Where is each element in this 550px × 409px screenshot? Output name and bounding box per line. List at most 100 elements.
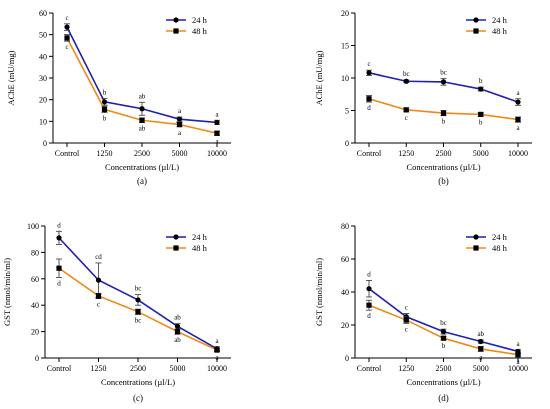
y-tick-label: 20 [31, 328, 39, 337]
data-point [56, 235, 62, 241]
y-tick-label: 40 [341, 288, 349, 297]
legend-label: 48 h [492, 26, 508, 36]
significance-letter: b [103, 115, 107, 123]
x-axis-label: Concentrations (µl/L) [406, 377, 480, 387]
x-tick-label: 5000 [473, 364, 489, 373]
x-axis-label: Concentrations (µl/L) [406, 162, 480, 172]
significance-letter: c [65, 43, 68, 51]
significance-letter: ab [174, 336, 181, 344]
data-point [478, 86, 484, 92]
data-point [135, 309, 141, 315]
significance-letter: ab [174, 314, 181, 322]
y-tick-label: 15 [341, 42, 349, 51]
significance-letter: b [479, 77, 483, 85]
data-point [403, 107, 409, 113]
data-point [139, 117, 145, 123]
significance-letter: bc [440, 319, 447, 327]
significance-letter: a [516, 358, 520, 366]
legend-marker [173, 17, 179, 23]
significance-letter: b [479, 118, 483, 126]
legend-marker [173, 28, 179, 34]
data-point [174, 323, 181, 329]
data-point [440, 335, 447, 341]
significance-letter: d [367, 312, 371, 320]
x-tick-label: 1250 [97, 149, 113, 158]
y-tick-label: 40 [39, 52, 47, 61]
significance-letter: a [178, 129, 182, 137]
data-point [64, 24, 70, 30]
x-tick-label: 1250 [398, 149, 414, 158]
legend-label: 48 h [492, 243, 508, 253]
legend-marker [173, 245, 179, 251]
x-tick-label: 5000 [473, 149, 489, 158]
data-point [56, 265, 62, 271]
x-tick-label: 2500 [436, 149, 452, 158]
legend-marker [473, 28, 479, 34]
x-tick-label: Control [357, 149, 382, 158]
data-point [214, 130, 220, 136]
significance-letter: a [215, 353, 219, 361]
y-tick-label: 50 [39, 31, 47, 40]
y-axis-label: GST (nmol/min/ml) [2, 258, 12, 326]
significance-letter: b [442, 118, 446, 126]
data-point [515, 99, 521, 105]
y-tick-label: 80 [31, 248, 39, 257]
series-48h: d c b b a [366, 95, 521, 132]
data-point [403, 78, 409, 84]
x-tick-label: 10000 [508, 364, 528, 373]
x-tick-label: Control [47, 364, 72, 373]
data-point [366, 70, 372, 76]
y-tick-label: 0 [345, 354, 349, 363]
data-point [440, 329, 447, 335]
data-point [478, 111, 484, 117]
x-tick-label: Control [357, 364, 382, 373]
panel-title: (b) [438, 176, 449, 186]
data-point [139, 106, 145, 112]
y-axis-label: AChE (mU/mg) [6, 50, 16, 105]
panel-title: (c) [133, 393, 143, 403]
legend-label: 24 h [192, 232, 208, 242]
y-tick-label: 30 [39, 74, 47, 83]
series-24h: c bc bc b a [366, 60, 521, 106]
series-line [368, 72, 519, 103]
y-tick-label: 10 [341, 74, 349, 83]
x-tick-label: 5000 [170, 364, 186, 373]
significance-letter: b [442, 342, 446, 350]
series-line [58, 237, 218, 350]
data-point [478, 346, 484, 352]
legend-marker [473, 17, 479, 23]
y-axis-label: AChE (mU/mg) [314, 50, 324, 105]
x-axis-label: Concentrations (µl/L) [101, 377, 175, 387]
significance-letter: c [405, 325, 408, 333]
data-point [176, 121, 183, 128]
x-tick-label: 10000 [207, 149, 227, 158]
significance-letter: c [405, 303, 408, 311]
chart-panel-d: 0 20 40 60 80 Control 1250 2500 5000 10000 Concent… [314, 222, 532, 403]
data-point [95, 293, 102, 299]
significance-letter: d [367, 104, 371, 112]
panel-title: (d) [438, 393, 449, 403]
data-point [135, 297, 141, 303]
legend-label: 48 h [192, 26, 208, 36]
significance-letter: ab [477, 330, 484, 338]
data-point [366, 96, 372, 102]
chart-panel-b: 0 5 10 15 20 Control 1250 2500 5000 10000 Concentr… [314, 9, 532, 186]
y-tick-label: 0 [345, 139, 349, 148]
y-tick-label: 20 [341, 9, 349, 18]
legend-marker [173, 234, 179, 240]
y-tick-label: 20 [341, 321, 349, 330]
legend-marker [473, 234, 479, 240]
series-line [368, 98, 519, 121]
y-tick-label: 100 [27, 222, 39, 231]
data-point [366, 286, 372, 292]
data-point [440, 79, 447, 85]
x-tick-label: 10000 [207, 364, 227, 373]
x-tick-label: 2500 [130, 364, 146, 373]
data-point [101, 106, 108, 113]
x-tick-label: 1250 [91, 364, 107, 373]
data-point [214, 347, 220, 353]
chart-panel-c: 0 20 40 60 80 100 Control 1250 2500 5000 10000 Conc… [2, 221, 231, 403]
significance-letter: ab [139, 92, 146, 100]
significance-letter: c [405, 114, 408, 122]
